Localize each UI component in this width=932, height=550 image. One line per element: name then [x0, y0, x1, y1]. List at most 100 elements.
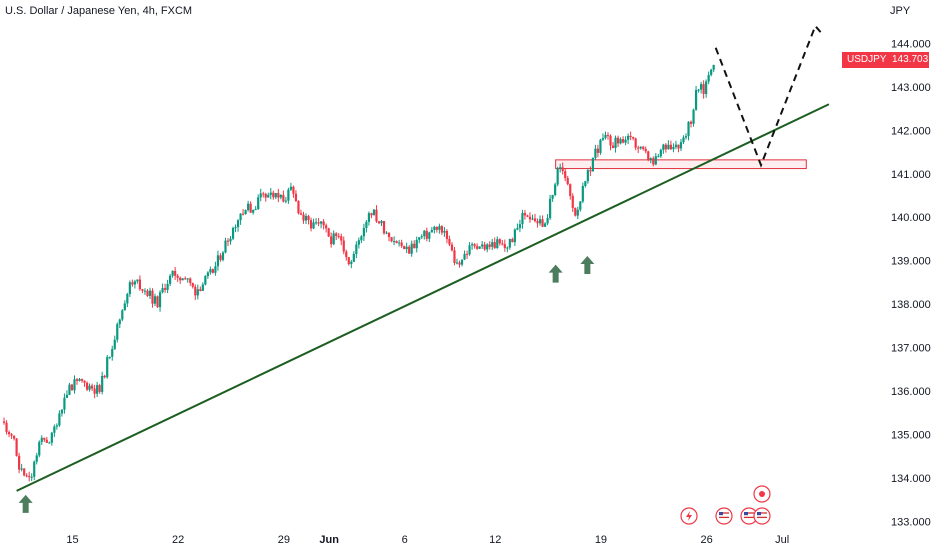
candle-body [465, 253, 469, 255]
candle-body [332, 233, 335, 245]
candle-body [679, 142, 683, 149]
candle-body [518, 224, 522, 229]
candle-body [350, 261, 353, 265]
candle-body [634, 138, 637, 148]
candle-body [423, 230, 426, 237]
x-tick-label: Jul [775, 534, 789, 546]
candle-body [498, 239, 501, 244]
candle-body [15, 438, 18, 456]
candle-body [574, 207, 577, 216]
y-tick-label: 144.000 [891, 38, 931, 50]
candle-body [236, 220, 240, 228]
candle-body [664, 144, 667, 150]
candle-body [116, 324, 119, 340]
candle-body [272, 192, 275, 198]
candle-body [375, 209, 378, 222]
candle-body [589, 170, 592, 172]
candle-body [294, 193, 298, 201]
candle-body [476, 246, 479, 249]
badge-symbol: USDJPY [847, 54, 887, 65]
candle-body [174, 270, 177, 276]
candle-body [415, 239, 418, 249]
candle-body [541, 219, 544, 227]
candle-body [186, 278, 189, 280]
candle-body [176, 275, 179, 278]
candle-body [75, 379, 79, 381]
candle-body [682, 137, 685, 143]
candle-body [264, 193, 267, 198]
candle-body [70, 384, 74, 391]
candle-body [606, 134, 610, 136]
candle-body [43, 437, 46, 440]
candle-body [710, 69, 713, 75]
candle-body [657, 156, 660, 158]
candle-body [158, 292, 162, 308]
candle-body [262, 193, 265, 195]
candle-body [380, 220, 383, 224]
candle-body [28, 476, 31, 478]
candle-body [654, 156, 657, 165]
candle-body [385, 232, 388, 234]
candle-body [239, 213, 242, 221]
candle-body [78, 379, 81, 381]
candle-body [521, 213, 524, 225]
candle-body [226, 240, 230, 242]
candle-body [370, 213, 373, 216]
candle-body [569, 184, 572, 196]
candle-body [141, 289, 144, 291]
candle-body [219, 255, 222, 260]
candle-body [543, 223, 547, 227]
candle-body [254, 209, 257, 211]
candle-body [345, 251, 348, 258]
candle-body [50, 432, 53, 443]
candle-body [501, 243, 504, 245]
candle-body [473, 244, 476, 247]
candle-body [418, 237, 421, 240]
x-tick-label: 6 [402, 534, 408, 546]
candle-body [463, 253, 466, 260]
candle-body [377, 221, 381, 224]
candle-body [551, 194, 554, 199]
candle-body [60, 409, 64, 414]
us-flag-icon [753, 507, 771, 525]
candle-body [209, 269, 212, 273]
candle-body [73, 379, 76, 391]
candle-body [669, 144, 673, 150]
candle-body [18, 455, 21, 470]
candle-body [179, 277, 182, 281]
candle-body [96, 385, 99, 394]
candle-body [259, 193, 262, 198]
candle-body [123, 303, 126, 311]
candle-body [707, 74, 710, 82]
candle-body [616, 137, 620, 144]
candle-body [267, 194, 270, 198]
candle-body [395, 241, 398, 244]
candle-body [83, 380, 86, 383]
candle-body [63, 397, 66, 410]
candle-body [302, 214, 305, 221]
candle-body [184, 278, 187, 280]
candle-body [528, 216, 532, 220]
candle-body [561, 167, 564, 172]
candle-body [143, 290, 147, 292]
candle-body [166, 283, 169, 290]
candle-body [586, 170, 589, 182]
candle-body [10, 434, 13, 436]
candle-body [279, 194, 282, 198]
y-tick-label: 137.000 [891, 343, 931, 355]
candle-body [7, 432, 11, 435]
candle-body [156, 296, 159, 308]
candle-body [486, 244, 489, 250]
candle-body [224, 240, 227, 253]
candle-body [559, 167, 562, 169]
x-tick-label: 12 [489, 534, 501, 546]
candle-body [506, 247, 509, 249]
candle-body [365, 221, 368, 228]
candle-body [546, 218, 549, 224]
candle-body [649, 158, 652, 160]
candle-body [536, 221, 539, 224]
candle-body [604, 134, 607, 139]
candle-body [98, 385, 101, 392]
